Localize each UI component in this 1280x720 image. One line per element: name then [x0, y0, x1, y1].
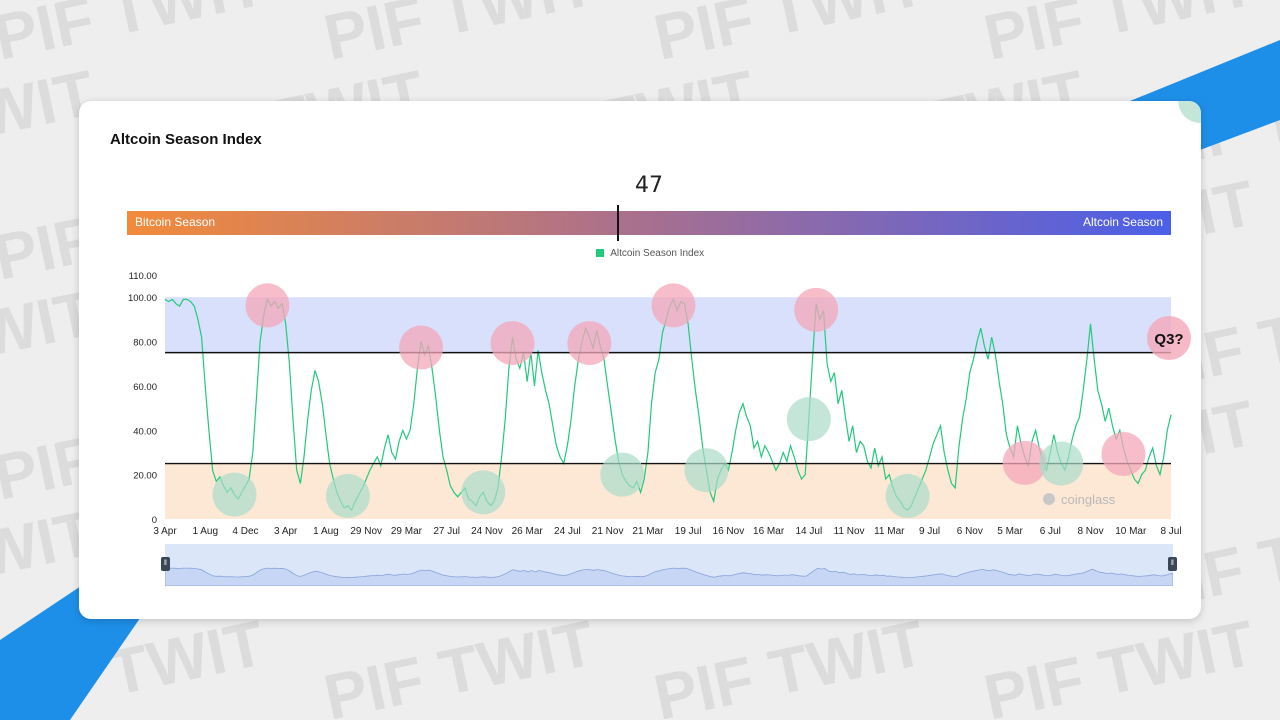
legend-swatch	[596, 249, 604, 258]
x-tick-label: 16 Nov	[713, 526, 745, 537]
altcoin-peak-marker	[794, 287, 839, 332]
x-tick-label: 6 Nov	[957, 526, 983, 537]
legend-label: Altcoin Season Index	[610, 248, 705, 259]
season-gauge: Bitcoin Season Altcoin Season	[127, 205, 1171, 241]
chart-navigator[interactable]: ‖ ‖	[161, 544, 1177, 587]
x-tick-label: 11 Mar	[874, 526, 905, 537]
y-tick-label: 80.00	[133, 338, 157, 349]
bitcoin-trough-marker	[1178, 101, 1201, 123]
x-tick-label: 21 Mar	[632, 526, 664, 537]
bitcoin-trough-marker	[325, 474, 370, 518]
y-axis-ticks: 110.00 100.00 80.00 60.00 40.00 20.00 0	[128, 271, 157, 526]
x-tick-label: 19 Jul	[675, 526, 702, 537]
x-tick-label: 8 Nov	[1077, 526, 1103, 537]
altcoin-peak-marker	[567, 321, 612, 366]
x-tick-label: 5 Mar	[997, 526, 1023, 537]
bitcoin-season-label: Bitcoin Season	[135, 215, 216, 229]
bitcoin-trough-marker	[1039, 441, 1084, 486]
coinglass-text: coinglass	[1061, 492, 1116, 507]
x-tick-label: 3 Apr	[153, 526, 177, 537]
q3-annotation: Q3?	[1147, 316, 1191, 360]
coinglass-branding: coinglass	[1043, 492, 1116, 507]
highlight-circles	[212, 101, 1201, 518]
altcoin-season-label: Altcoin Season	[1082, 215, 1163, 229]
chart-card: Altcoin Season Index 47 Bitcoin Season A…	[79, 101, 1201, 619]
altcoin-peak-marker	[245, 283, 290, 328]
x-tick-label: 3 Apr	[274, 526, 298, 537]
watermark-text: PIF TWIT	[318, 606, 601, 720]
y-tick-label: 100.00	[128, 293, 157, 304]
bitcoin-trough-marker	[684, 448, 729, 493]
gauge-marker	[616, 205, 619, 241]
x-tick-label: 16 Mar	[753, 526, 785, 537]
chart-legend[interactable]: Altcoin Season Index	[596, 248, 704, 259]
watermark-text: PIF TWIT	[648, 606, 931, 720]
x-tick-label: 10 Mar	[1115, 526, 1147, 537]
x-tick-label: 21 Nov	[592, 526, 624, 537]
q3-label: Q3?	[1154, 331, 1183, 348]
x-tick-label: 4 Dec	[232, 526, 258, 537]
x-axis-ticks: 3 Apr 1 Aug 4 Dec 3 Apr 1 Aug 29 Nov 29 Mar 27 …	[153, 526, 1181, 537]
navigator-mini-chart	[164, 567, 1174, 587]
x-tick-label: 14 Jul	[795, 526, 822, 537]
x-tick-label: 29 Mar	[391, 526, 423, 537]
watermark-text: PIF TWIT	[318, 0, 601, 74]
y-tick-label: 40.00	[133, 426, 157, 437]
watermark-text: PIF TWIT	[648, 0, 931, 74]
watermark-text: PIF TWIT	[0, 0, 271, 74]
x-tick-label: 9 Jul	[919, 526, 940, 537]
chart-bands	[165, 297, 1171, 519]
chart-title: Altcoin Season Index	[110, 131, 262, 148]
coinglass-logo-icon	[1043, 493, 1055, 505]
x-tick-label: 1 Aug	[313, 526, 339, 537]
x-tick-label: 24 Nov	[471, 526, 503, 537]
bitcoin-trough-marker	[212, 472, 257, 517]
navigator-left-handle[interactable]: ‖	[161, 557, 170, 571]
x-tick-label: 8 Jul	[1160, 526, 1181, 537]
x-tick-label: 24 Jul	[554, 526, 581, 537]
x-tick-label: 11 Nov	[834, 526, 865, 537]
x-tick-label: 1 Aug	[192, 526, 218, 537]
y-tick-label: 60.00	[133, 382, 157, 393]
navigator-right-handle[interactable]: ‖	[1168, 557, 1177, 571]
bitcoin-trough-marker	[600, 452, 645, 497]
bitcoin-trough-marker	[885, 474, 930, 518]
altcoin-peak-marker	[490, 321, 535, 366]
watermark-text: PIF TWIT	[978, 0, 1261, 74]
x-tick-label: 6 Jul	[1040, 526, 1061, 537]
bitcoin-trough-marker	[786, 397, 831, 442]
y-tick-label: 110.00	[129, 271, 157, 282]
x-tick-label: 26 Mar	[512, 526, 544, 537]
altcoin-peak-marker	[651, 283, 696, 328]
y-tick-label: 20.00	[133, 471, 157, 482]
q3-circle	[1147, 316, 1191, 360]
index-value: 47	[635, 173, 663, 198]
x-tick-label: 29 Nov	[350, 526, 382, 537]
y-tick-label: 0	[152, 515, 157, 526]
altcoin-peak-marker	[399, 325, 444, 370]
altcoin-peak-marker	[1101, 432, 1146, 477]
altcoin-peak-marker	[1002, 440, 1047, 485]
bitcoin-trough-marker	[461, 470, 506, 515]
navigator-line	[164, 567, 1174, 587]
x-tick-label: 27 Jul	[433, 526, 460, 537]
watermark-text: PIF TWIT	[978, 606, 1261, 720]
